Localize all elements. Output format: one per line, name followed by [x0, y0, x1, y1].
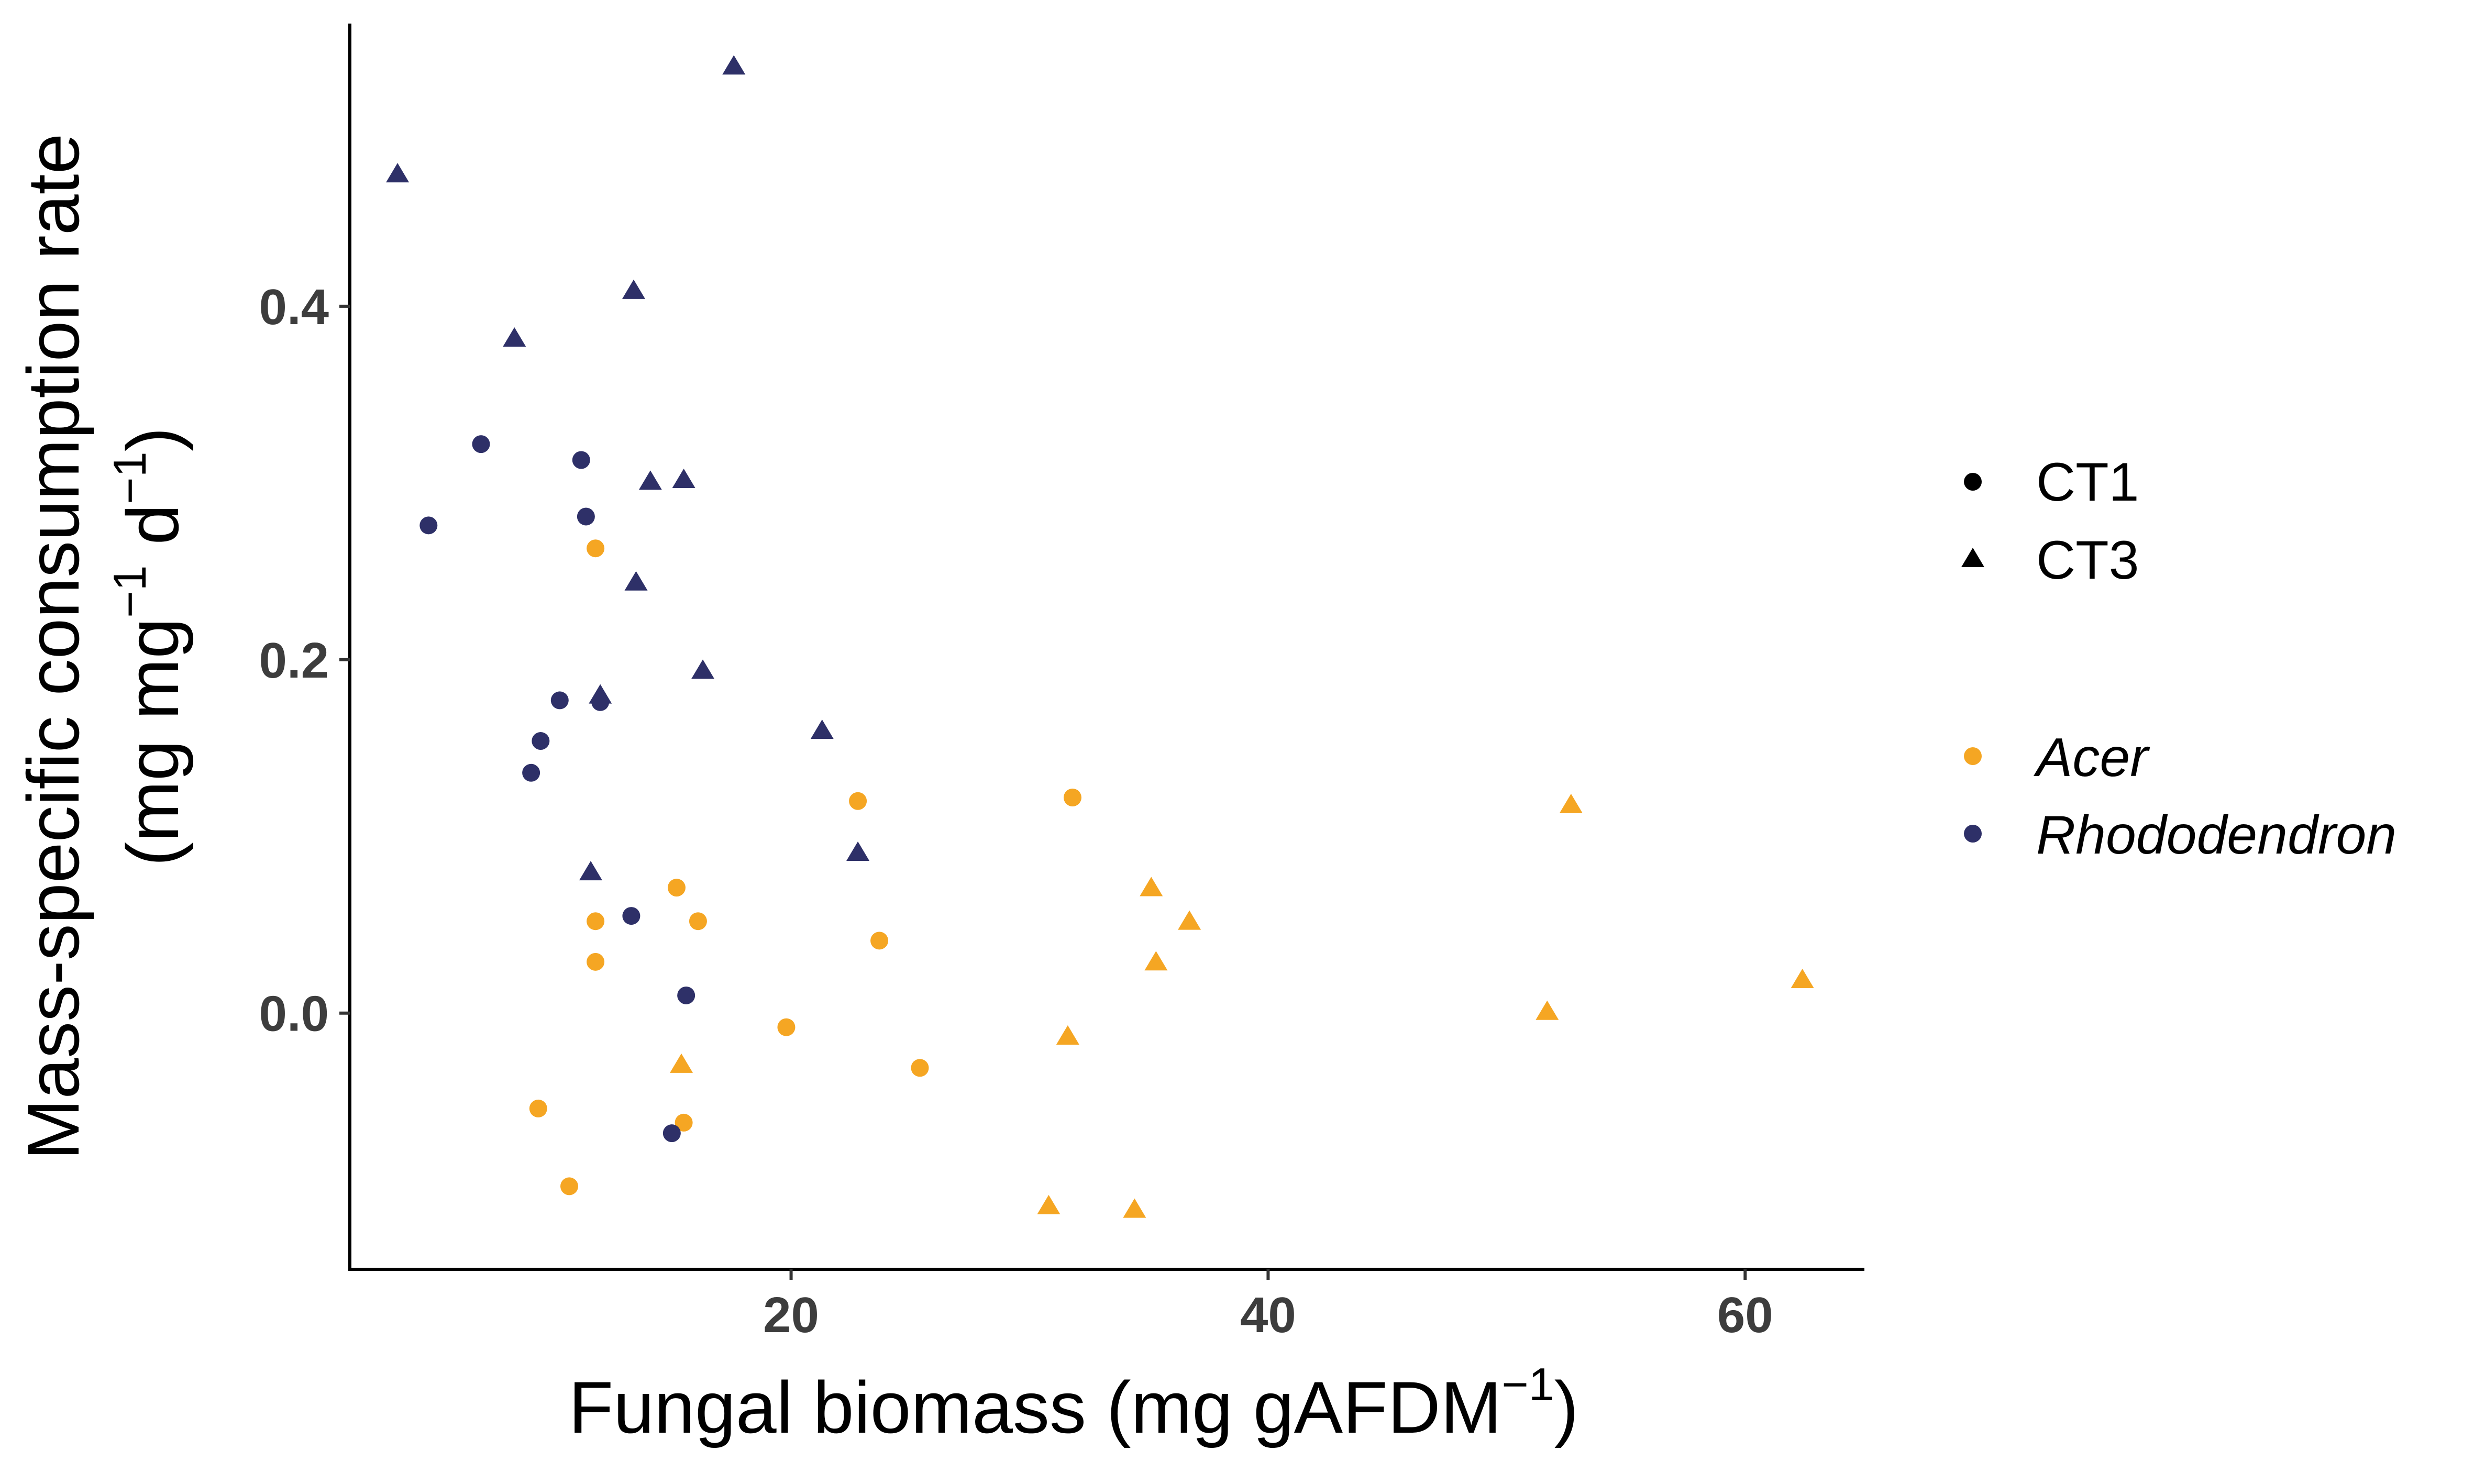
acer-ct1-point [587, 912, 605, 931]
legend-ct1-symbol [1964, 473, 1982, 491]
y-axis-title-line2: (mg mg−1 d−1) [104, 427, 194, 867]
data-points [386, 55, 1814, 1218]
rhododendron-ct1-point [419, 516, 438, 535]
acer-ct3-point [1791, 968, 1814, 988]
rhododendron-ct1-point [532, 732, 550, 750]
rhododendron-ct1-point [577, 507, 595, 526]
rhododendron-ct3-point [638, 470, 662, 490]
legend-rhododendron-label: Rhododendron [2036, 805, 2396, 866]
rhododendron-ct3-point [386, 163, 410, 183]
x-ticks: 20 40 60 [763, 1269, 1773, 1343]
y-tick-label: 0.2 [259, 633, 329, 689]
x-tick-label: 60 [1717, 1287, 1773, 1343]
acer-ct1-point [587, 953, 605, 971]
acer-ct1-point [675, 1113, 693, 1132]
acer-ct1-point [1063, 789, 1081, 807]
acer-ct3-point [1037, 1194, 1061, 1214]
rhododendron-ct1-point [622, 907, 640, 925]
rhododendron-ct1-point [662, 1124, 681, 1143]
rhododendron-ct3-point [579, 861, 602, 881]
y-tick-label: 0.0 [259, 986, 329, 1042]
acer-ct1-point [777, 1018, 796, 1036]
rhododendron-ct3-point [810, 719, 834, 739]
acer-ct1-point [667, 879, 686, 897]
legend-ct1-label: CT1 [2036, 452, 2139, 513]
acer-ct1-point [529, 1099, 547, 1117]
legend-acer-label: Acer [2033, 727, 2150, 788]
x-tick-label: 40 [1240, 1287, 1296, 1343]
y-tick-label: 0.4 [259, 279, 329, 335]
rhododendron-ct3-point [622, 279, 645, 299]
acer-ct3-point [1536, 1000, 1559, 1020]
rhododendron-ct1-point [522, 763, 540, 782]
rhododendron-ct1-point [572, 451, 590, 469]
acer-ct1-point [587, 539, 605, 558]
acer-ct1-point [849, 792, 867, 810]
legend: CT1 CT3 Acer Rhododendron [1961, 452, 2396, 866]
y-axis-title: Mass-specific consumption rate (mg mg−1 … [12, 134, 194, 1160]
acer-ct3-point [1144, 951, 1168, 971]
legend-ct3-label: CT3 [2036, 530, 2139, 591]
rhododendron-ct3-point [691, 659, 715, 679]
rhododendron-ct3-point [722, 55, 746, 75]
acer-ct3-point [1140, 877, 1163, 896]
rhododendron-ct1-point [550, 691, 569, 710]
acer-ct1-point [911, 1059, 929, 1077]
legend-ct3-symbol [1961, 548, 1984, 567]
rhododendron-ct3-point [503, 327, 526, 347]
rhododendron-ct3-point [589, 684, 612, 704]
x-axis-title: Fungal biomass (mg gAFDM−1) [569, 1358, 1579, 1448]
acer-ct1-point [560, 1177, 578, 1195]
acer-ct3-point [1123, 1198, 1146, 1218]
acer-ct1-point [689, 912, 707, 931]
acer-ct3-point [1056, 1025, 1079, 1045]
acer-ct1-point [870, 932, 889, 950]
y-axis-title-line1: Mass-specific consumption rate [12, 134, 94, 1160]
legend-rhododendron-symbol [1964, 825, 1982, 843]
rhododendron-ct1-point [677, 986, 695, 1004]
x-tick-label: 20 [763, 1287, 819, 1343]
y-ticks: 0.0 0.2 0.4 [259, 279, 350, 1042]
rhododendron-ct3-point [672, 468, 695, 488]
acer-ct3-point [670, 1053, 693, 1073]
acer-ct3-point [1559, 793, 1583, 813]
acer-ct3-point [1178, 910, 1201, 930]
rhododendron-ct3-point [846, 841, 870, 861]
rhododendron-ct3-point [624, 571, 648, 591]
legend-acer-symbol [1964, 747, 1982, 765]
rhododendron-ct1-point [472, 435, 490, 453]
